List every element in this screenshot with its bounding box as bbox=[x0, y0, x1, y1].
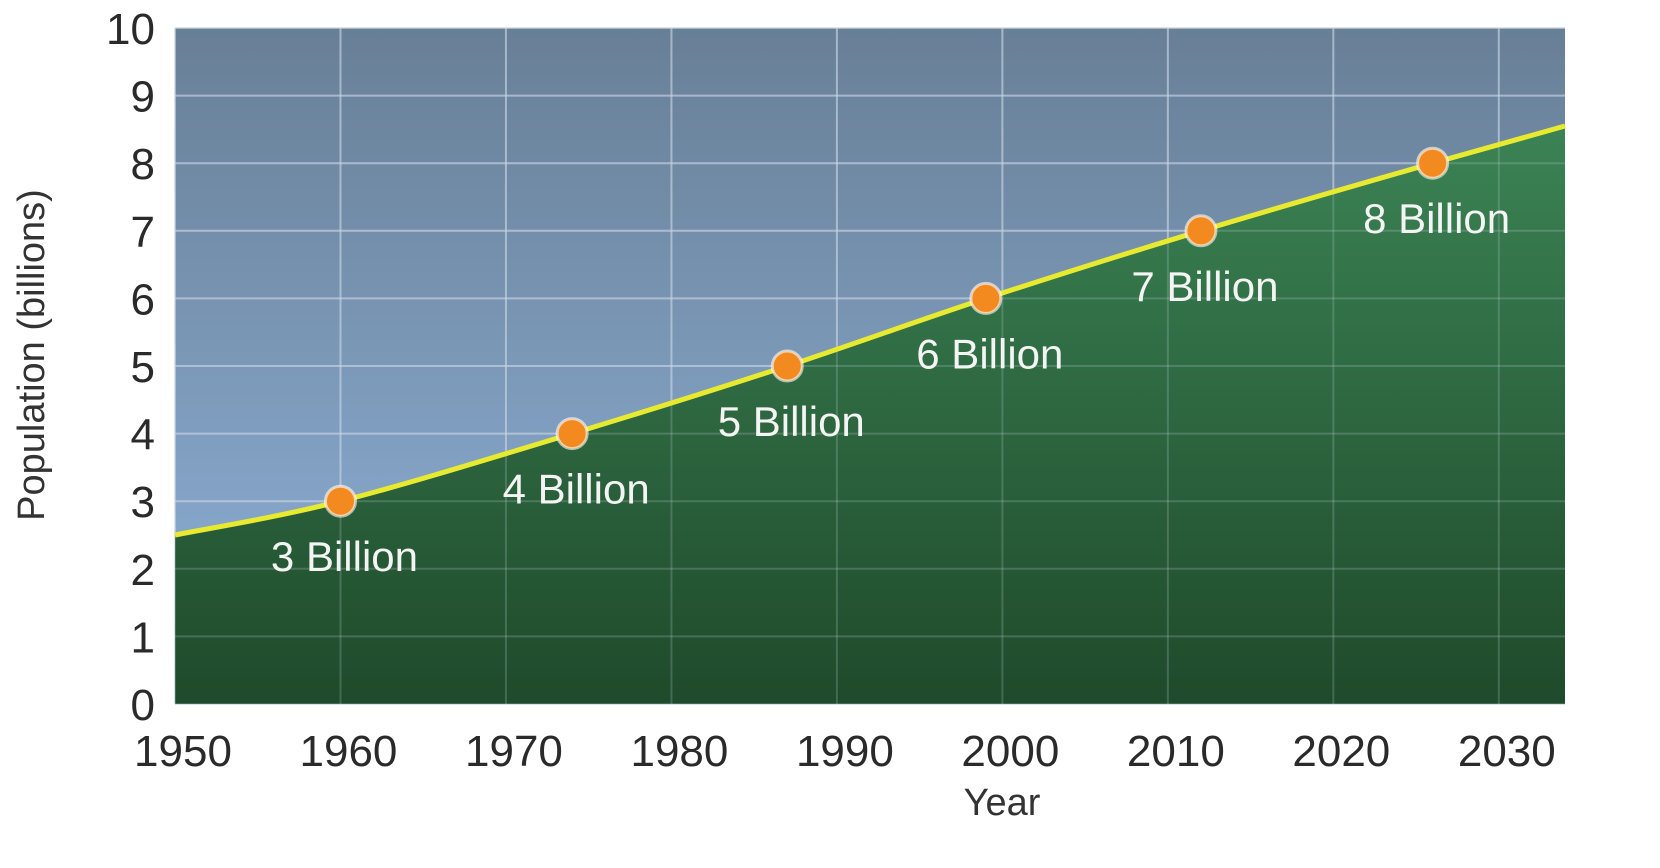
milestone-label: 4 Billion bbox=[503, 466, 650, 513]
population-area bbox=[175, 126, 1565, 704]
milestone-label: 5 Billion bbox=[718, 398, 865, 445]
y-axis-title: Population (billions) bbox=[11, 189, 53, 521]
y-axis-ticks: 0 1 2 3 4 5 6 7 8 9 10 bbox=[106, 5, 155, 730]
milestone-label: 8 Billion bbox=[1363, 195, 1510, 242]
y-tick-label: 5 bbox=[131, 343, 155, 392]
milestone-markers bbox=[323, 146, 1450, 518]
x-tick-label: 1970 bbox=[465, 727, 563, 776]
y-tick-label: 2 bbox=[131, 546, 155, 595]
y-tick-label: 9 bbox=[131, 73, 155, 122]
y-tick-label: 8 bbox=[131, 140, 155, 189]
x-tick-label: 1960 bbox=[300, 727, 398, 776]
y-tick-label: 10 bbox=[106, 5, 155, 54]
milestone-label: 7 Billion bbox=[1131, 263, 1278, 310]
milestone-label: 3 Billion bbox=[271, 533, 418, 580]
milestone-marker bbox=[1416, 146, 1450, 180]
population-line bbox=[174, 123, 1566, 538]
x-tick-label: 2030 bbox=[1458, 727, 1556, 776]
milestone-marker bbox=[969, 281, 1003, 315]
milestone-label: 6 Billion bbox=[916, 330, 1063, 377]
y-tick-label: 1 bbox=[131, 613, 155, 662]
y-tick-label: 4 bbox=[131, 411, 155, 460]
y-tick-label: 0 bbox=[131, 681, 155, 730]
y-tick-label: 3 bbox=[131, 478, 155, 527]
milestone-marker bbox=[323, 484, 357, 518]
x-tick-label: 2000 bbox=[961, 727, 1059, 776]
grid-overlay bbox=[174, 27, 1565, 705]
x-tick-label: 2010 bbox=[1127, 727, 1225, 776]
x-axis-ticks: 1950 1960 1970 1980 1990 2000 2010 2020 2030 bbox=[134, 727, 1556, 776]
x-tick-label: 1950 bbox=[134, 727, 232, 776]
x-axis-title: Year bbox=[964, 782, 1041, 824]
y-tick-label: 7 bbox=[131, 208, 155, 257]
milestone-labels: 3 Billion 4 Billion 5 Billion 6 Billion 7 Bi… bbox=[271, 195, 1510, 580]
milestone-marker bbox=[555, 417, 589, 451]
x-tick-label: 1980 bbox=[630, 727, 728, 776]
milestone-marker bbox=[1184, 214, 1218, 248]
x-tick-label: 2020 bbox=[1292, 727, 1390, 776]
x-tick-label: 1990 bbox=[796, 727, 894, 776]
milestone-marker bbox=[770, 349, 804, 383]
y-tick-label: 6 bbox=[131, 275, 155, 324]
